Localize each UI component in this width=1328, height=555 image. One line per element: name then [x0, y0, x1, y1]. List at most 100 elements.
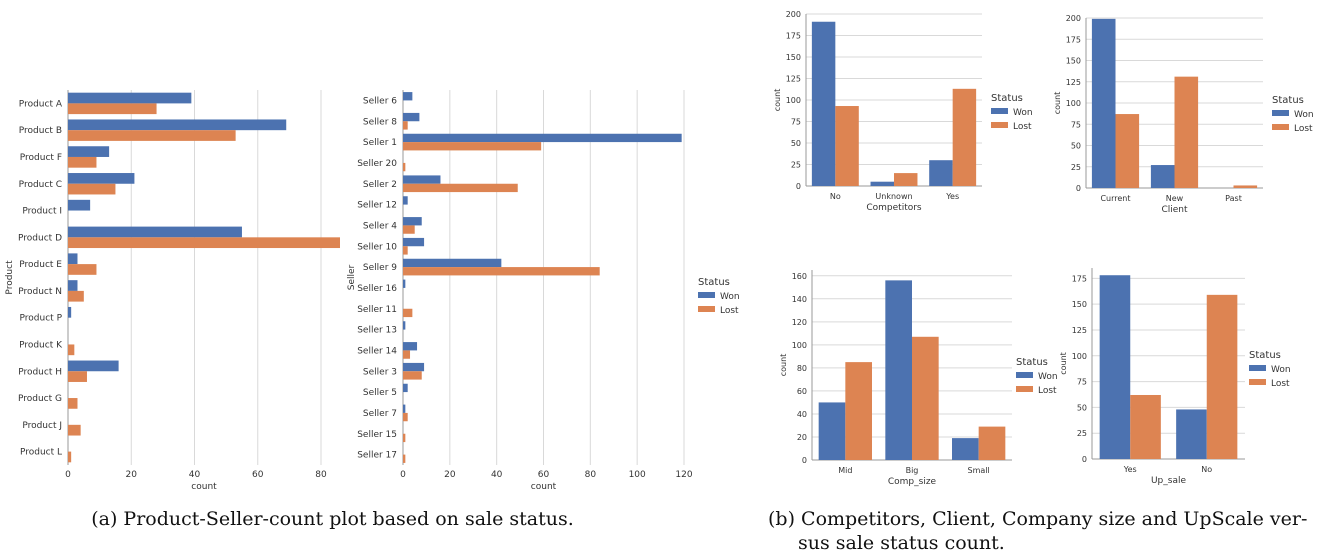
- y-tick-label: 25: [1077, 429, 1087, 438]
- y-tick-label: 100: [1072, 352, 1087, 361]
- legend-swatch-won: [1272, 110, 1289, 116]
- y-tick-label: 40: [797, 410, 807, 419]
- legend: Status Won Lost: [991, 93, 1033, 132]
- legend-label-lost: Lost: [1271, 379, 1290, 389]
- bar-lost: [1233, 185, 1258, 188]
- legend-title: Status: [1016, 357, 1048, 368]
- bar-won: [403, 92, 413, 101]
- legend: Status Won Lost: [1016, 357, 1058, 396]
- y-tick-label: 80: [797, 364, 807, 373]
- bar-lost: [403, 142, 542, 151]
- x-tick-label: 120: [675, 470, 692, 480]
- bar-won: [403, 217, 422, 226]
- bar-lost: [403, 162, 406, 172]
- x-tick-label: Past: [1225, 194, 1242, 203]
- y-tick-label: Seller 16: [357, 284, 397, 294]
- y-tick-label: Product E: [19, 260, 62, 270]
- legend-title: Status: [991, 93, 1023, 104]
- y-tick-label: Product F: [20, 153, 62, 163]
- y-tick-label: Product G: [18, 394, 62, 404]
- y-tick-label: 20: [797, 433, 807, 442]
- bar-won: [403, 362, 425, 372]
- y-tick-label: Product I: [22, 207, 62, 217]
- bar-won: [68, 173, 135, 184]
- legend-title: Status: [1272, 95, 1304, 106]
- bar-won: [818, 402, 846, 460]
- x-tick-label: 80: [585, 470, 597, 480]
- bar-lost: [403, 433, 406, 443]
- y-tick-label: 60: [797, 387, 807, 396]
- y-tick-label: 75: [1071, 120, 1081, 129]
- y-tick-label: 200: [1066, 14, 1081, 23]
- bar-lost: [68, 371, 87, 382]
- y-tick-label: 75: [791, 118, 801, 127]
- y-tick-label: Seller 17: [357, 451, 397, 461]
- legend-label-won: Won: [1271, 365, 1291, 375]
- legend-swatch-won: [991, 108, 1008, 114]
- x-axis-label: count: [191, 482, 217, 492]
- legend-label-won: Won: [1013, 108, 1033, 118]
- legend-label-lost: Lost: [720, 306, 739, 316]
- y-tick-label: Product A: [19, 99, 63, 109]
- bar-lost: [403, 246, 408, 255]
- bar-lost: [912, 336, 939, 460]
- bar-lost: [403, 412, 408, 422]
- y-tick-label: 50: [1077, 403, 1087, 412]
- y-tick-label: 175: [1072, 274, 1087, 283]
- y-tick-label: Product N: [18, 287, 62, 297]
- y-tick-label: Seller 1: [363, 138, 397, 148]
- bar-won: [403, 133, 682, 143]
- bar-won: [68, 306, 72, 318]
- y-tick-label: Product B: [19, 126, 62, 136]
- bar-won: [870, 181, 894, 186]
- y-tick-label: Seller 4: [363, 221, 397, 231]
- y-tick-label: 50: [791, 139, 801, 148]
- bar-won: [403, 258, 502, 268]
- y-tick-label: 0: [802, 456, 807, 465]
- chart-client-count: 0 25 50 75 100 125 150 175 200 Current New Past Clie…: [1053, 14, 1314, 215]
- caption-b-line1: (b) Competitors, Client, Company size an…: [768, 508, 1308, 530]
- x-tick-label: 20: [126, 470, 138, 480]
- bar-won: [952, 438, 979, 460]
- caption-b-line2: sus sale status count.: [798, 532, 1005, 554]
- legend: Status Won Lost: [1249, 350, 1291, 389]
- y-tick-label: 150: [1072, 300, 1087, 309]
- y-tick-label: 120: [792, 318, 807, 327]
- legend-swatch-lost: [1016, 386, 1033, 392]
- bar-won: [403, 237, 425, 247]
- bar-won: [403, 196, 408, 205]
- x-tick-label: Yes: [945, 192, 959, 201]
- y-axis-label: count: [1059, 352, 1068, 375]
- bar-won: [811, 21, 836, 186]
- legend: Status Won Lost: [1272, 95, 1314, 134]
- y-tick-label: 175: [1066, 35, 1081, 44]
- x-tick-label: 100: [629, 470, 646, 480]
- y-tick-label: 25: [791, 161, 801, 170]
- bar-lost: [403, 267, 600, 276]
- bar-won: [885, 280, 912, 460]
- legend: Status Won Lost: [698, 277, 740, 316]
- x-tick-label: New: [1166, 194, 1184, 203]
- y-tick-label: Product K: [19, 340, 63, 350]
- bar-won: [403, 342, 418, 351]
- bar-won: [403, 175, 441, 184]
- legend-label-lost: Lost: [1294, 124, 1313, 134]
- x-axis-label: Comp_size: [888, 477, 937, 487]
- bar-lost: [68, 103, 157, 115]
- x-tick-label: Big: [906, 466, 919, 475]
- caption-b: (b) Competitors, Client, Company size an…: [768, 507, 1328, 555]
- y-tick-label: 0: [1082, 455, 1087, 464]
- bar-won: [403, 112, 420, 122]
- bar-won: [68, 92, 192, 104]
- legend-label-lost: Lost: [1013, 122, 1032, 132]
- y-tick-label: 0: [1076, 184, 1081, 193]
- bar-lost: [1115, 114, 1140, 188]
- bar-won: [68, 226, 242, 238]
- y-tick-label: 125: [786, 75, 801, 84]
- y-tick-label: Seller 15: [357, 430, 397, 440]
- legend-swatch-lost: [698, 306, 715, 312]
- x-axis-label: count: [531, 482, 557, 492]
- bar-lost: [68, 237, 340, 249]
- x-tick-label: 80: [315, 470, 327, 480]
